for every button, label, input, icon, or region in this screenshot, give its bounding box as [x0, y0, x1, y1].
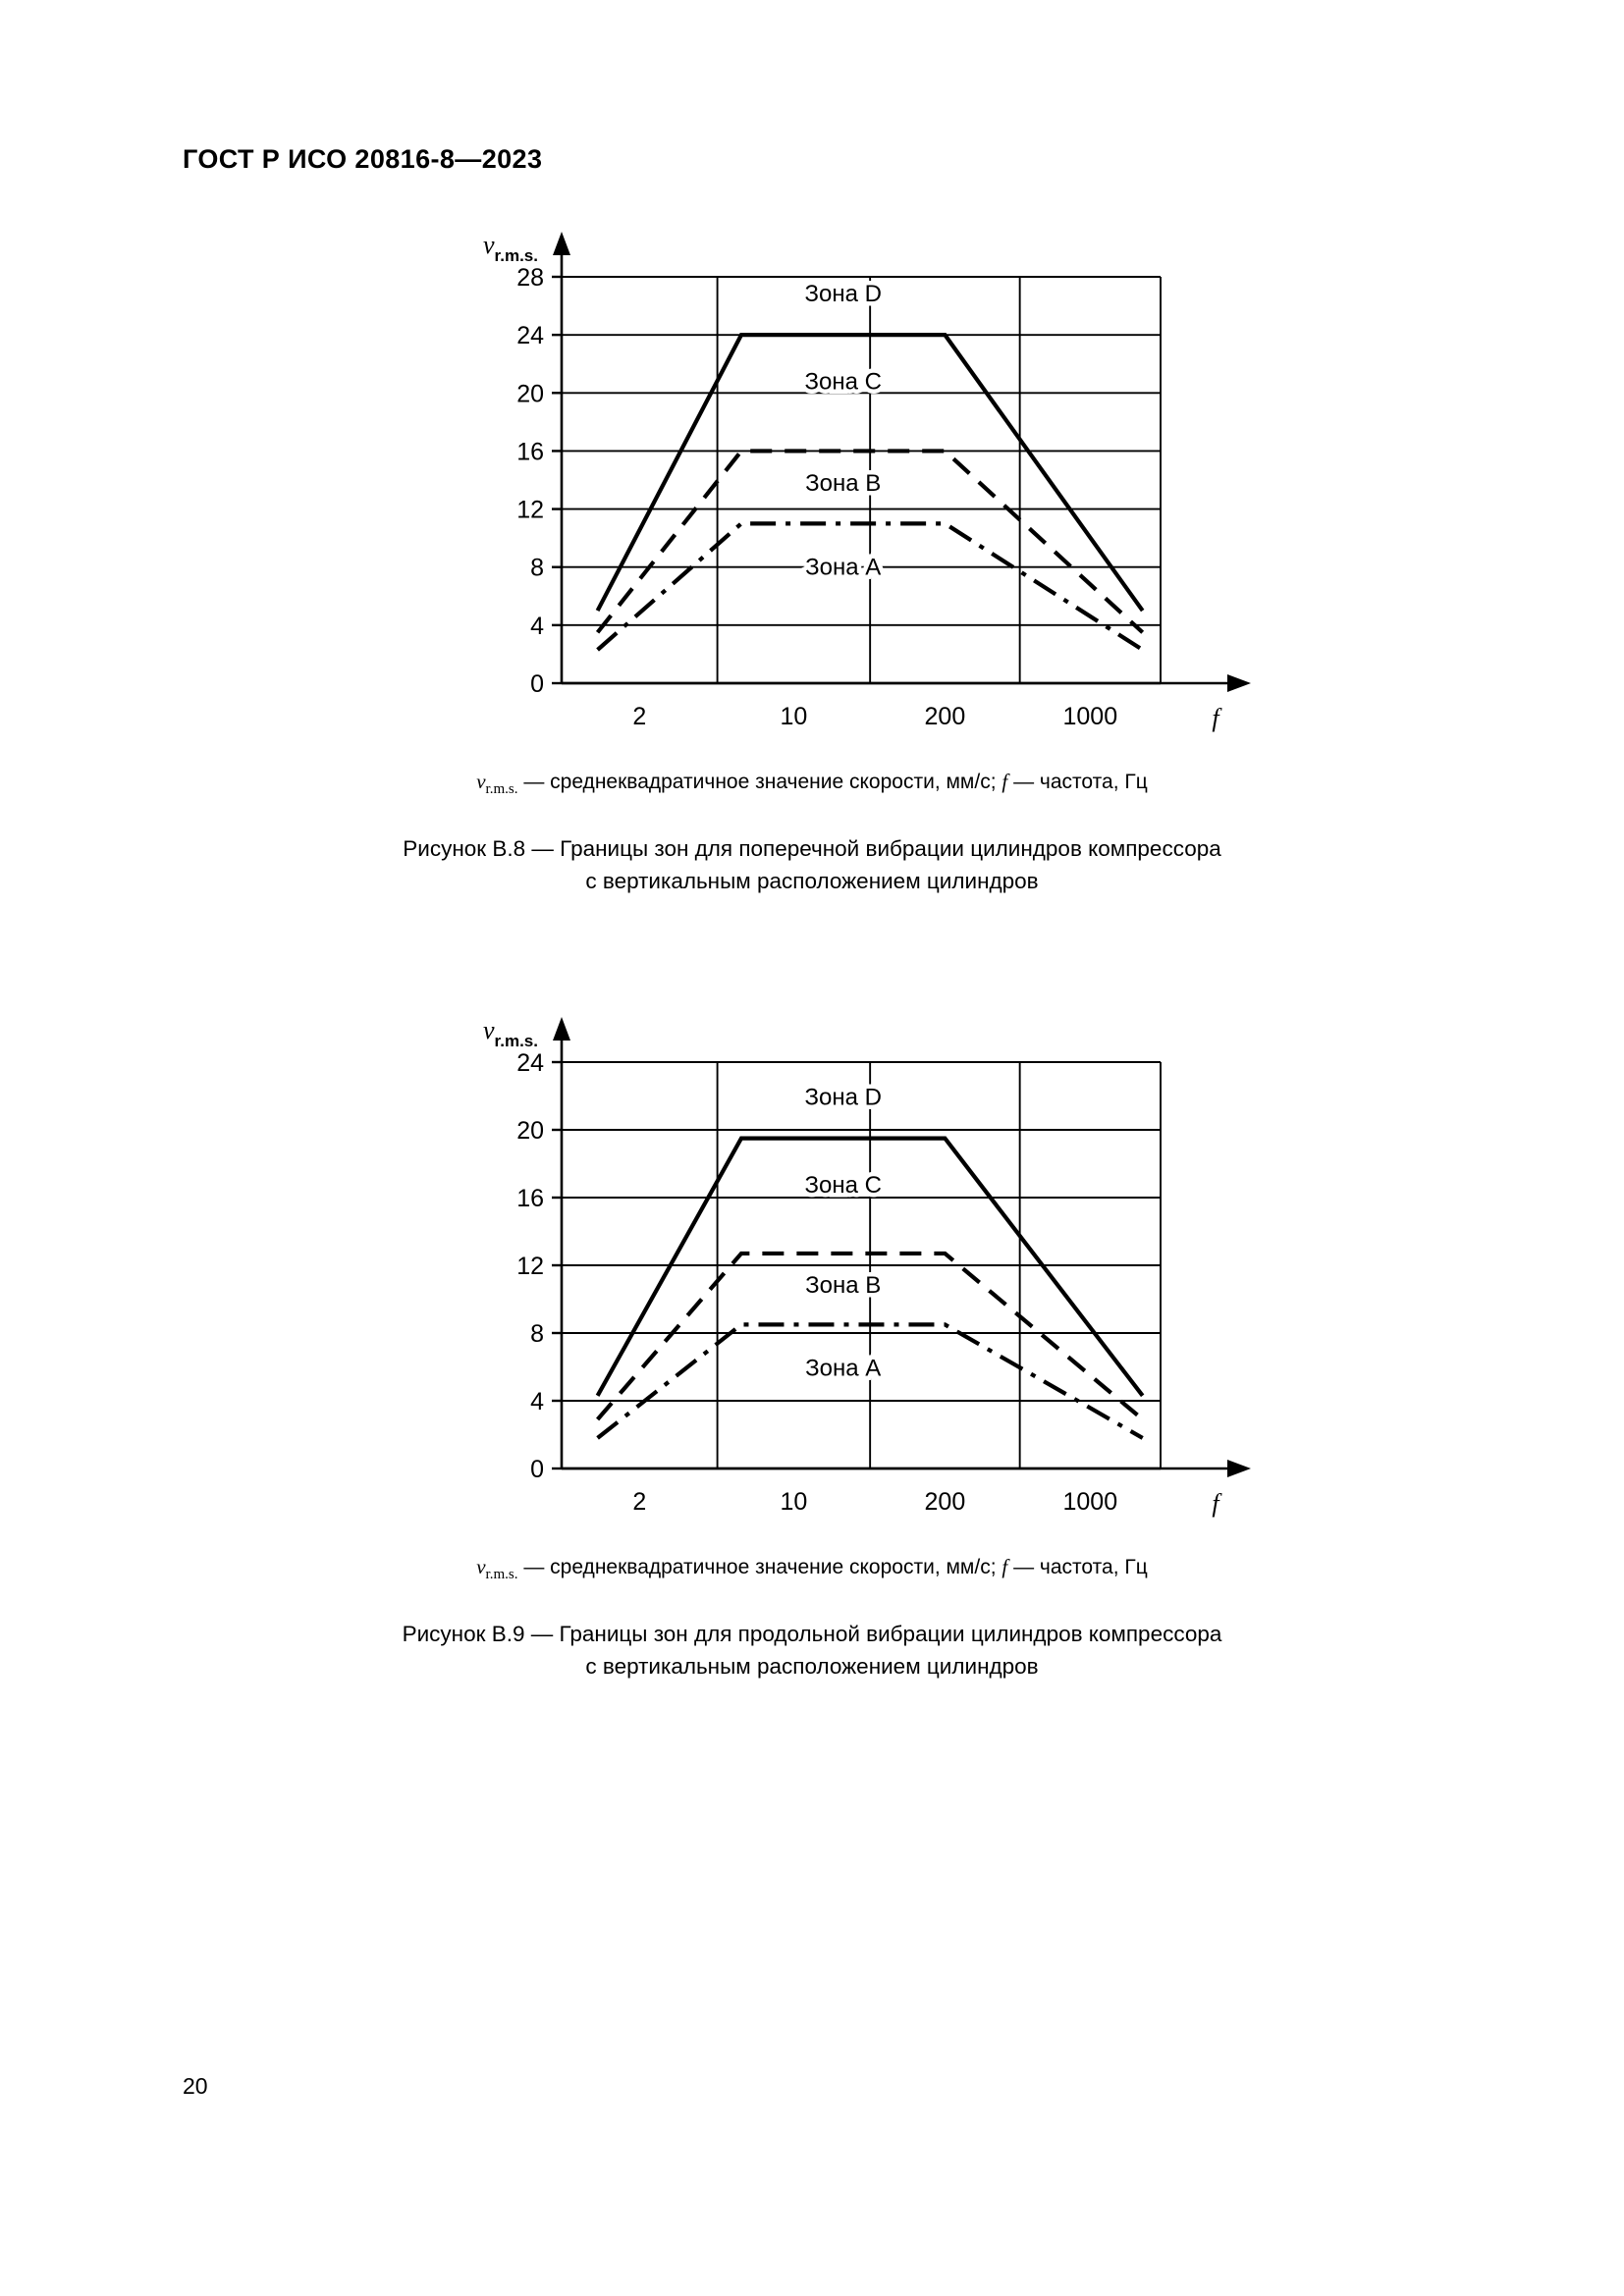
- zone-annotation: Зона A: [805, 1355, 881, 1381]
- chart-grid: [553, 232, 1251, 692]
- y-tick-label: 12: [516, 1253, 544, 1280]
- y-tick-label: 20: [516, 380, 544, 407]
- chart-labels: 0 4 8 12 16 20 24 28 2 10 200 1000 f vr.m.s. Зона D Зон…: [483, 231, 1222, 732]
- x-tick-label: 1000: [1063, 1488, 1118, 1516]
- y-tick-label: 4: [530, 1388, 544, 1415]
- document-header: ГОСТ Р ИСО 20816-8—2023: [183, 144, 543, 174]
- zone-boundary-curve: [595, 449, 1145, 634]
- y-tick-label: 20: [516, 1117, 544, 1145]
- y-axis-title: vr.m.s.: [483, 1016, 538, 1050]
- figure-b9-caption-line2: с вертикальным расположением цилиндров: [585, 1653, 1039, 1679]
- figure-b9-caption-line1: Рисунок В.9 — Границы зон для продольной…: [402, 1622, 1222, 1647]
- chart-b8-svg: 0 4 8 12 16 20 24 28 2 10 200 1000 f vr.m.s. Зона D Зон…: [483, 231, 1251, 732]
- chart-grid: [553, 1017, 1251, 1477]
- y-tick-label: 4: [530, 613, 544, 640]
- x-tick-label: 200: [925, 1488, 966, 1516]
- y-axis-title-subscript: r.m.s.: [495, 1032, 538, 1050]
- chart-labels: 0 4 8 12 16 20 24 2 10 200 1000 f vr.m.s. Зона D Зона …: [483, 1016, 1222, 1518]
- y-tick-label: 16: [516, 1185, 544, 1212]
- zone-annotation: Зона D: [804, 1085, 881, 1111]
- zone-boundary-curve: [595, 1136, 1145, 1398]
- y-axis-title-symbol: v: [483, 1016, 495, 1044]
- zone-annotation: Зона C: [804, 1172, 881, 1199]
- x-tick-label: 10: [780, 1488, 807, 1516]
- figure-b9: 0 4 8 12 16 20 24 2 10 200 1000 f vr.m.s. Зона D Зона …: [0, 991, 1624, 1682]
- y-axis-arrow-icon: [553, 232, 570, 255]
- legend-subscript-rms: r.m.s.: [485, 1567, 518, 1583]
- x-axis-title: f: [1212, 704, 1222, 732]
- y-tick-label: 0: [530, 670, 544, 698]
- y-axis-arrow-icon: [553, 1017, 570, 1041]
- chart-b8: 0 4 8 12 16 20 24 28 2 10 200 1000 f vr.m.s. Зона D Зон…: [0, 206, 1624, 756]
- y-tick-label: 24: [516, 1049, 544, 1077]
- legend-symbol-f: f: [1001, 770, 1008, 793]
- chart-b9: 0 4 8 12 16 20 24 2 10 200 1000 f vr.m.s. Зона D Зона …: [0, 991, 1624, 1541]
- legend-text-frequency: — частота, Гц: [1013, 771, 1148, 793]
- chart-curves: [595, 333, 1145, 652]
- legend-subscript-rms: r.m.s.: [485, 781, 518, 798]
- legend-text-velocity: — среднеквадратичное значение скорости, …: [523, 771, 997, 793]
- zone-annotation: Зона D: [804, 281, 881, 307]
- zone-annotation: Зона B: [805, 470, 881, 497]
- legend-text-frequency: — частота, Гц: [1013, 1556, 1148, 1578]
- x-tick-label: 200: [925, 703, 966, 730]
- x-tick-label: 2: [632, 1488, 646, 1516]
- zone-annotation: Зона B: [805, 1272, 881, 1299]
- figure-b8-caption-line2: с вертикальным расположением цилиндров: [585, 868, 1039, 893]
- y-axis-title-symbol: v: [483, 231, 495, 259]
- figure-b8-caption-line1: Рисунок В.8 — Границы зон для поперечной…: [403, 836, 1221, 862]
- x-axis-arrow-icon: [1227, 1460, 1251, 1477]
- zone-boundary-curve: [595, 333, 1145, 613]
- y-tick-label: 0: [530, 1456, 544, 1483]
- x-axis-title: f: [1212, 1489, 1222, 1518]
- y-tick-label: 8: [530, 555, 544, 582]
- figure-b9-caption: Рисунок В.9 — Границы зон для продольной…: [0, 1619, 1624, 1682]
- figure-b9-legend: vr.m.s. — среднеквадратичное значение ск…: [0, 1555, 1624, 1583]
- x-tick-label: 1000: [1063, 703, 1118, 730]
- y-axis-title: vr.m.s.: [483, 231, 538, 265]
- y-axis-title-subscript: r.m.s.: [495, 246, 538, 265]
- legend-symbol-v: v: [476, 1555, 486, 1578]
- y-tick-label: 28: [516, 264, 544, 292]
- y-tick-label: 8: [530, 1320, 544, 1348]
- chart-b9-svg: 0 4 8 12 16 20 24 2 10 200 1000 f vr.m.s. Зона D Зона …: [483, 1016, 1251, 1518]
- x-axis-arrow-icon: [1227, 674, 1251, 692]
- figure-b8-legend: vr.m.s. — среднеквадратичное значение ск…: [0, 770, 1624, 798]
- chart-curves: [595, 1136, 1145, 1440]
- figure-b8: 0 4 8 12 16 20 24 28 2 10 200 1000 f vr.m.s. Зона D Зон…: [0, 206, 1624, 897]
- x-tick-label: 10: [780, 703, 807, 730]
- y-tick-label: 16: [516, 438, 544, 465]
- zone-boundary-curve: [596, 521, 1144, 652]
- legend-symbol-f: f: [1001, 1555, 1008, 1578]
- page-number: 20: [183, 2073, 208, 2099]
- legend-symbol-v: v: [476, 770, 486, 793]
- zone-boundary-curve: [596, 1251, 1145, 1421]
- zone-annotation: Зона C: [804, 369, 881, 396]
- zone-annotation: Зона A: [805, 554, 881, 580]
- y-tick-label: 12: [516, 497, 544, 524]
- legend-text-velocity: — среднеквадратичное значение скорости, …: [523, 1556, 997, 1578]
- figure-b8-caption: Рисунок В.8 — Границы зон для поперечной…: [0, 833, 1624, 897]
- y-tick-label: 24: [516, 322, 544, 349]
- x-tick-label: 2: [632, 703, 646, 730]
